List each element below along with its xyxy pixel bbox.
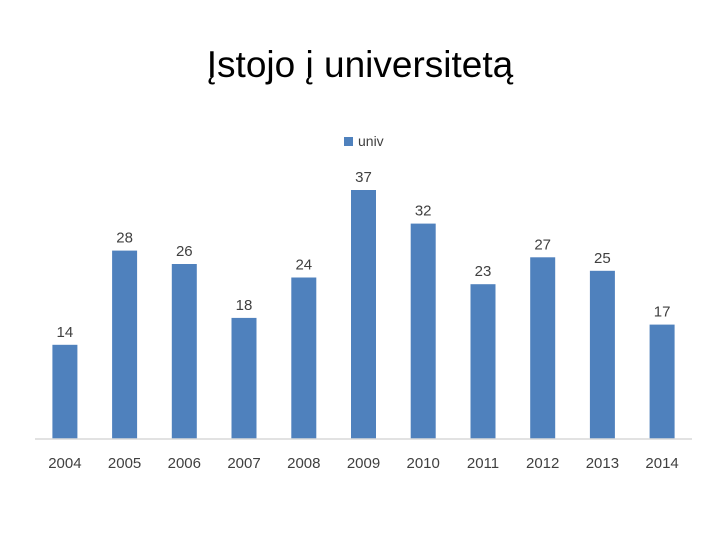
x-tick-label-2009: 2009 xyxy=(347,455,380,472)
bar-2014 xyxy=(649,324,675,439)
value-label-2005: 28 xyxy=(116,230,133,247)
legend-label: univ xyxy=(358,133,384,149)
value-labels-group: 14 28 26 18 24 37 32 23 27 25 17 xyxy=(57,169,671,341)
bar-2010 xyxy=(410,223,436,439)
bar-2011 xyxy=(470,284,496,439)
value-label-2011: 23 xyxy=(475,263,492,280)
value-label-2006: 26 xyxy=(176,243,193,260)
x-tick-label-2006: 2006 xyxy=(168,455,201,472)
bar-2008 xyxy=(291,277,317,439)
value-label-2014: 17 xyxy=(654,304,671,321)
x-tick-label-2008: 2008 xyxy=(287,455,320,472)
value-label-2009: 37 xyxy=(355,169,372,186)
value-label-2013: 25 xyxy=(594,250,611,267)
bar-2012 xyxy=(530,257,556,439)
value-label-2010: 32 xyxy=(415,203,432,220)
x-tick-label-2014: 2014 xyxy=(645,455,678,472)
x-tick-label-2005: 2005 xyxy=(108,455,141,472)
bar-2009 xyxy=(351,190,376,439)
value-label-2012: 27 xyxy=(534,236,551,253)
x-tick-label-2013: 2013 xyxy=(586,455,619,472)
x-tick-label-2011: 2011 xyxy=(467,455,499,472)
x-tick-label-2010: 2010 xyxy=(407,455,440,472)
bar-2006 xyxy=(171,264,197,439)
value-label-2004: 14 xyxy=(57,324,74,341)
value-label-2007: 18 xyxy=(236,297,253,314)
bar-2004 xyxy=(52,344,78,439)
bar-2007 xyxy=(231,317,257,439)
x-tick-label-2007: 2007 xyxy=(227,455,260,472)
legend: univ xyxy=(344,133,384,149)
x-tick-label-2004: 2004 xyxy=(48,455,81,472)
bar-2005 xyxy=(112,250,138,439)
bars-group xyxy=(52,190,675,440)
x-tick-label-2012: 2012 xyxy=(526,455,559,472)
bar-2013 xyxy=(589,270,615,440)
page-title: Įstojo į universitetą xyxy=(206,44,514,85)
x-tick-labels-group: 2004 2005 2006 2007 2008 2009 2010 2011 2012 2013… xyxy=(48,455,679,472)
value-label-2008: 24 xyxy=(295,257,312,274)
legend-swatch xyxy=(344,137,353,146)
